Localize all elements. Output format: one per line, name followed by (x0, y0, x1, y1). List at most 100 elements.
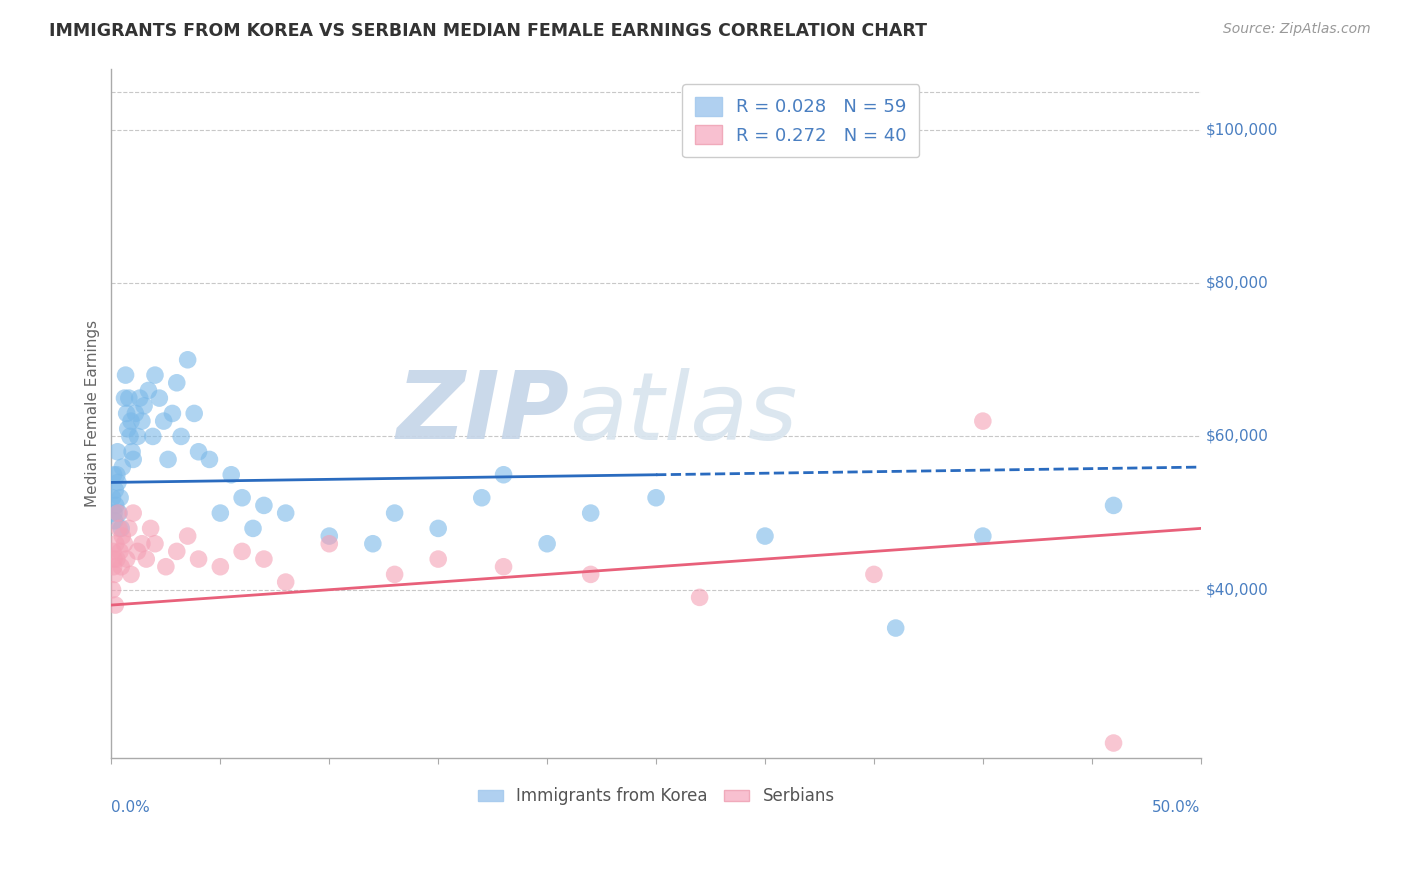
Point (579, 506, 602, 520)
Point (104, 567, 127, 582)
Legend: Immigrants from Korea, Serbians: Immigrants from Korea, Serbians (471, 780, 841, 812)
Point (101, 491, 124, 505)
Point (107, 475, 129, 490)
Point (166, 376, 188, 390)
Point (253, 499, 276, 513)
Point (183, 406, 205, 420)
Point (209, 559, 232, 574)
Text: atlas: atlas (569, 368, 797, 459)
Point (118, 429, 141, 443)
Point (124, 406, 146, 420)
Point (187, 552, 209, 566)
Point (108, 544, 131, 558)
Point (176, 352, 198, 367)
Text: 0.0%: 0.0% (111, 800, 150, 814)
Point (101, 544, 124, 558)
Point (122, 506, 145, 520)
Point (107, 444, 129, 458)
Text: $60,000: $60,000 (1206, 429, 1270, 444)
Point (108, 506, 131, 520)
Point (318, 529, 340, 543)
Point (105, 552, 128, 566)
Point (104, 483, 127, 497)
Y-axis label: Median Female Earnings: Median Female Earnings (86, 320, 100, 507)
Point (131, 414, 153, 428)
Point (104, 598, 127, 612)
Point (427, 552, 450, 566)
Point (579, 567, 602, 582)
Point (384, 506, 406, 520)
Point (139, 521, 162, 535)
Point (110, 559, 132, 574)
Text: $40,000: $40,000 (1206, 582, 1268, 598)
Point (492, 467, 515, 482)
Point (138, 384, 160, 398)
Point (121, 444, 143, 458)
Point (148, 391, 170, 405)
Point (1102, 736, 1125, 750)
Point (104, 499, 127, 513)
Point (103, 467, 125, 482)
Point (361, 537, 384, 551)
Point (176, 529, 198, 543)
Point (162, 406, 184, 420)
Point (131, 537, 153, 551)
Point (187, 444, 209, 458)
Point (972, 529, 994, 543)
Point (108, 491, 131, 505)
Point (115, 406, 138, 420)
Point (120, 567, 142, 582)
Point (120, 414, 142, 428)
Point (104, 537, 127, 551)
Text: 50.0%: 50.0% (1153, 800, 1201, 814)
Point (118, 391, 141, 405)
Point (101, 582, 124, 597)
Point (198, 452, 221, 467)
Point (972, 414, 994, 428)
Point (143, 368, 166, 383)
Point (274, 575, 297, 590)
Point (384, 567, 406, 582)
Point (253, 552, 276, 566)
Text: ZIP: ZIP (396, 368, 569, 459)
Point (155, 559, 177, 574)
Point (142, 429, 165, 443)
Point (231, 544, 253, 558)
Point (471, 491, 494, 505)
Point (110, 521, 132, 535)
Point (166, 544, 188, 558)
Point (427, 521, 450, 535)
Point (118, 521, 141, 535)
Point (135, 552, 157, 566)
Point (143, 537, 166, 551)
Text: $100,000: $100,000 (1206, 122, 1278, 137)
Point (274, 506, 297, 520)
Point (536, 537, 558, 551)
Point (152, 414, 174, 428)
Point (114, 537, 136, 551)
Point (157, 452, 180, 467)
Point (318, 537, 340, 551)
Point (209, 506, 232, 520)
Point (132, 399, 155, 413)
Point (103, 506, 125, 520)
Point (645, 491, 668, 505)
Point (114, 391, 136, 405)
Text: IMMIGRANTS FROM KOREA VS SERBIAN MEDIAN FEMALE EARNINGS CORRELATION CHART: IMMIGRANTS FROM KOREA VS SERBIAN MEDIAN … (49, 22, 927, 40)
Point (231, 491, 253, 505)
Point (114, 368, 136, 383)
Point (103, 552, 125, 566)
Text: $80,000: $80,000 (1206, 276, 1268, 291)
Point (115, 552, 138, 566)
Point (105, 467, 128, 482)
Point (219, 467, 242, 482)
Point (104, 514, 127, 528)
Text: Source: ZipAtlas.com: Source: ZipAtlas.com (1223, 22, 1371, 37)
Point (127, 544, 149, 558)
Point (122, 452, 145, 467)
Point (111, 529, 134, 543)
Point (170, 429, 193, 443)
Point (689, 591, 711, 605)
Point (128, 391, 150, 405)
Point (754, 529, 776, 543)
